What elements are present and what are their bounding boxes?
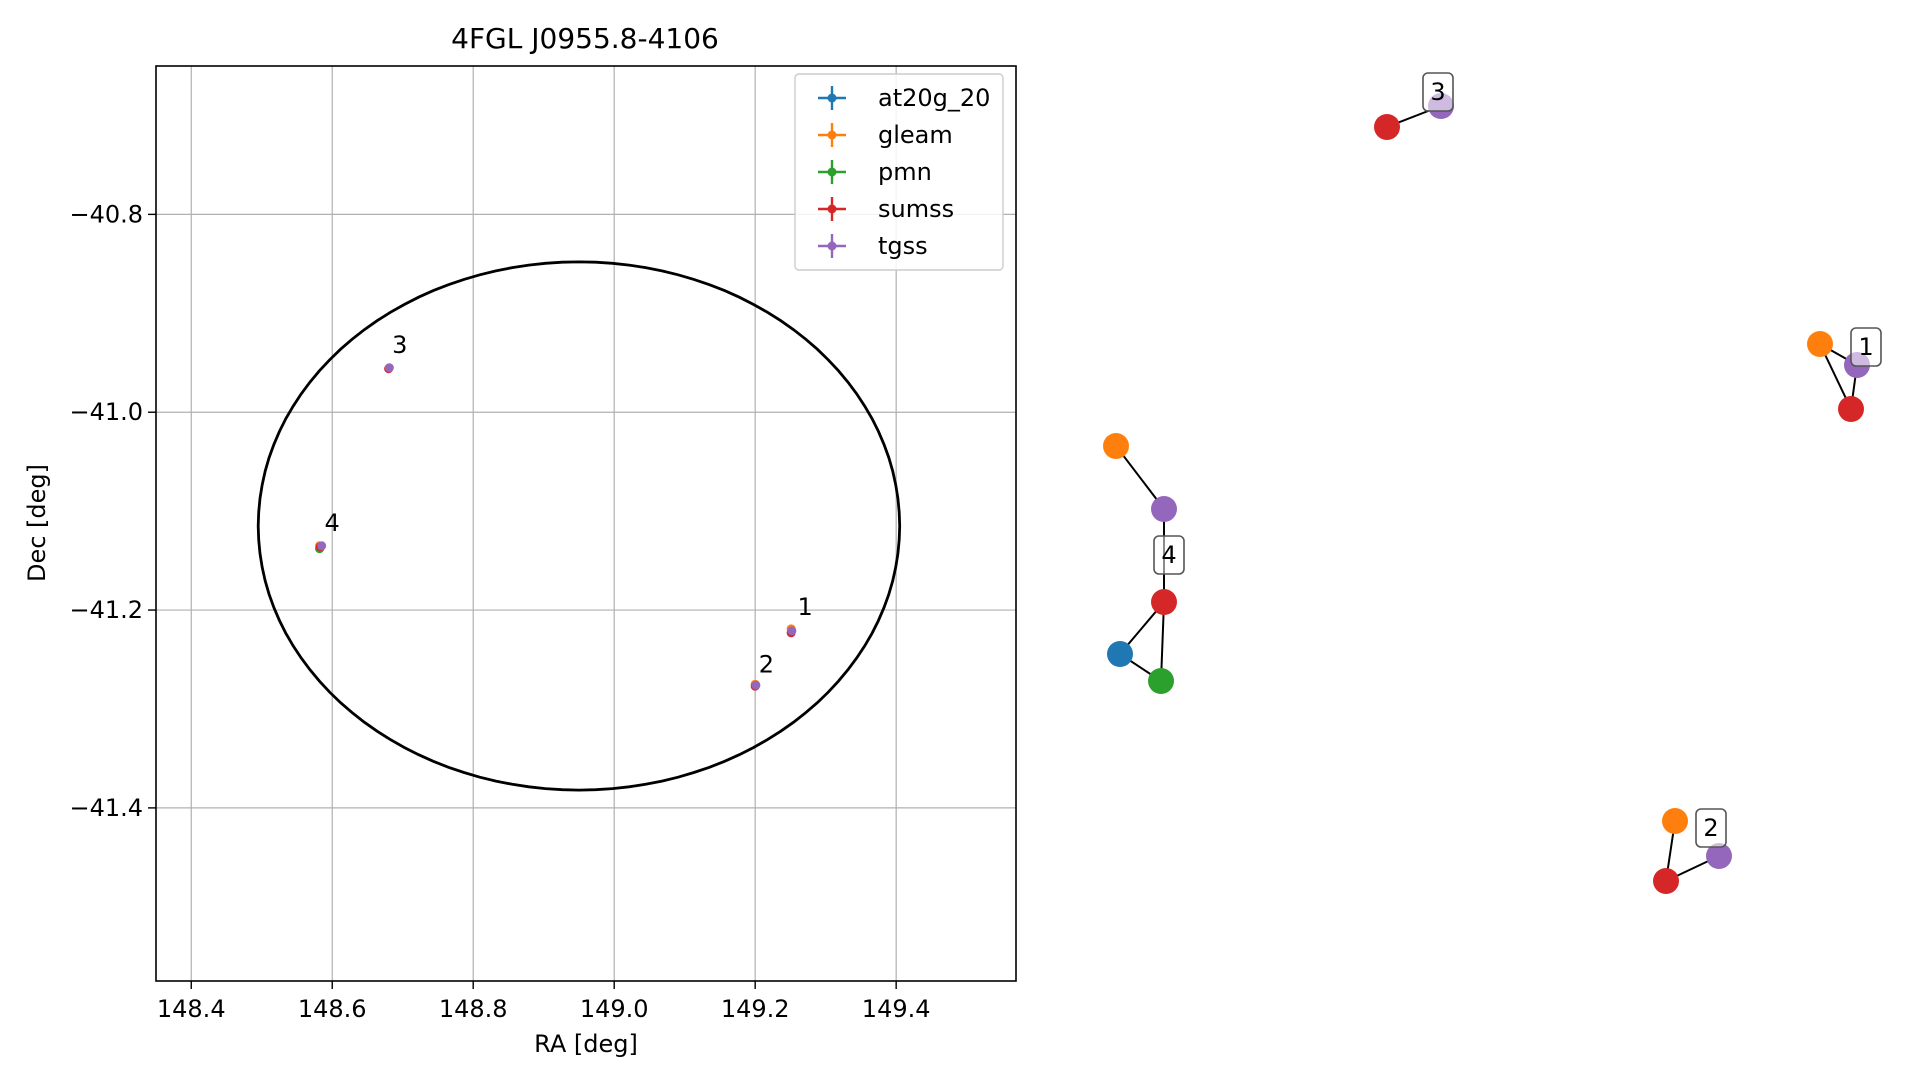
network-node-gleam xyxy=(1662,808,1688,834)
y-tick-label: −40.8 xyxy=(69,200,143,228)
legend-marker xyxy=(827,93,837,103)
network-label: 4 xyxy=(1161,541,1176,569)
legend-marker xyxy=(827,130,837,140)
network-edge xyxy=(1160,601,1165,682)
source-annotation: 1 xyxy=(797,593,812,621)
source-annotation: 4 xyxy=(324,509,339,537)
source-annotations: 1 2 3 4 xyxy=(324,331,812,679)
network-node-gleam xyxy=(1103,433,1129,459)
network-label: 2 xyxy=(1703,814,1718,842)
source-point-tgss xyxy=(317,541,327,551)
legend-entry-pmn: pmn xyxy=(818,158,932,186)
x-tick-label: 148.6 xyxy=(298,995,367,1023)
network-node-sumss xyxy=(1838,396,1864,422)
legend-label: gleam xyxy=(878,121,953,149)
x-tick-label: 149.0 xyxy=(580,995,649,1023)
legend-label: pmn xyxy=(878,158,932,186)
y-tick-label: −41.4 xyxy=(69,794,143,822)
error-ellipse-layer xyxy=(256,260,902,792)
network-node-sumss xyxy=(1151,589,1177,615)
source-annotation: 3 xyxy=(392,331,407,359)
x-tick-label: 149.4 xyxy=(862,995,931,1023)
network-group-4: 4 xyxy=(1103,433,1185,694)
source-annotation: 2 xyxy=(759,650,774,678)
network-label-box xyxy=(1695,808,1727,848)
y-tick-label: −41.2 xyxy=(69,596,143,624)
legend-box xyxy=(794,73,1004,271)
x-tick-label: 148.8 xyxy=(439,995,508,1023)
source-point-tgss xyxy=(751,680,761,690)
legend-label: tgss xyxy=(878,232,928,260)
legend-entry-at20g_20: at20g_20 xyxy=(818,84,990,112)
network-label: 3 xyxy=(1430,78,1445,106)
x-axis-label: RA [deg] xyxy=(534,1030,638,1058)
network-node-tgss xyxy=(1706,843,1732,869)
network-node-sumss xyxy=(1653,868,1679,894)
network-node-at20g_20 xyxy=(1107,641,1133,667)
source-points xyxy=(315,363,797,691)
network-group-3: 3 xyxy=(1374,72,1454,140)
legend-label: at20g_20 xyxy=(878,84,990,112)
network-label: 1 xyxy=(1858,333,1873,361)
network-node-pmn xyxy=(1148,668,1174,694)
y-axis-ticks: −40.8 −41.0 −41.2 −41.4 xyxy=(69,200,156,822)
source-point-tgss xyxy=(384,363,394,373)
y-axis-label: Dec [deg] xyxy=(23,464,51,582)
x-tick-label: 149.2 xyxy=(721,995,790,1023)
crossmatch-network: 1 2 3 4 xyxy=(1103,72,1882,894)
error-ellipse xyxy=(256,260,902,792)
network-label-box xyxy=(1153,535,1185,575)
legend-entry-sumss: sumss xyxy=(818,195,954,223)
legend-entry-gleam: gleam xyxy=(818,121,953,149)
legend-marker xyxy=(827,167,837,177)
y-tick-label: −41.0 xyxy=(69,398,143,426)
network-group-2: 2 xyxy=(1653,808,1732,894)
legend-entry-tgss: tgss xyxy=(818,232,928,260)
legend-label: sumss xyxy=(878,195,954,223)
x-tick-label: 148.4 xyxy=(157,995,226,1023)
network-node-gleam xyxy=(1807,331,1833,357)
x-axis-ticks: 148.4 148.6 148.8 149.0 149.2 149.4 xyxy=(157,981,931,1023)
network-label-box xyxy=(1422,72,1454,112)
network-label-box xyxy=(1850,327,1882,367)
plot-frame xyxy=(155,65,1017,982)
network-node-sumss xyxy=(1374,114,1400,140)
source-point-tgss xyxy=(787,626,797,636)
legend-marker xyxy=(827,241,837,251)
network-edge xyxy=(1115,445,1165,510)
network-node-tgss xyxy=(1151,496,1177,522)
network-group-1: 1 xyxy=(1807,327,1882,422)
legend-marker xyxy=(827,204,837,214)
chart-title: 4FGL J0955.8-4106 xyxy=(451,22,719,55)
